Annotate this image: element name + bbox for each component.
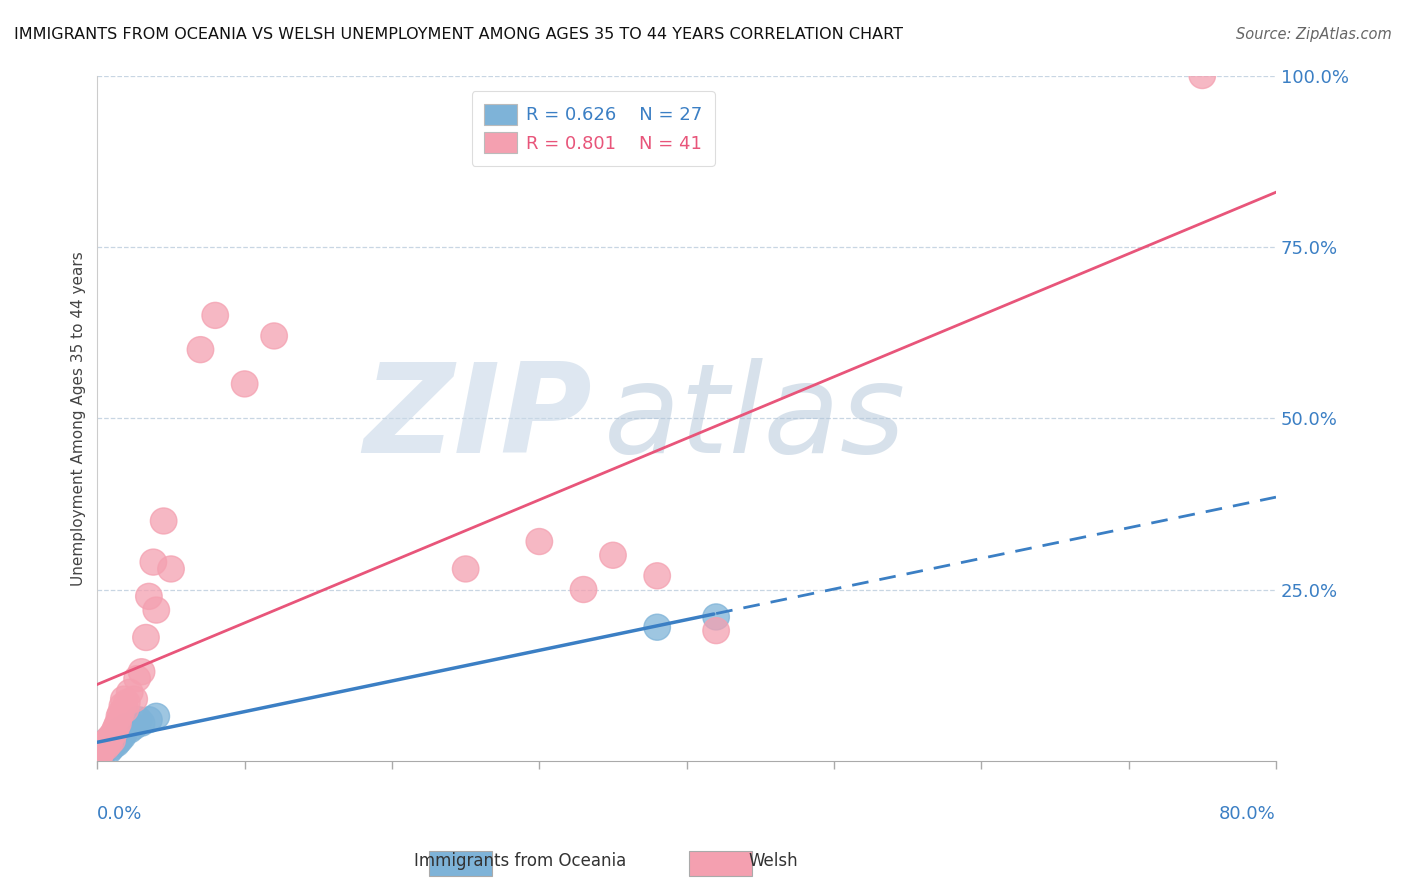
Text: IMMIGRANTS FROM OCEANIA VS WELSH UNEMPLOYMENT AMONG AGES 35 TO 44 YEARS CORRELAT: IMMIGRANTS FROM OCEANIA VS WELSH UNEMPLO…	[14, 27, 903, 42]
Ellipse shape	[644, 615, 671, 640]
Ellipse shape	[232, 371, 257, 397]
Ellipse shape	[112, 697, 139, 723]
Ellipse shape	[91, 731, 118, 756]
Ellipse shape	[101, 717, 128, 743]
Ellipse shape	[111, 721, 138, 747]
Ellipse shape	[128, 658, 155, 685]
Ellipse shape	[111, 686, 138, 712]
Text: 80.0%: 80.0%	[1219, 805, 1277, 823]
Ellipse shape	[104, 721, 131, 747]
Ellipse shape	[644, 563, 671, 589]
Ellipse shape	[117, 717, 143, 743]
Ellipse shape	[100, 721, 127, 747]
Ellipse shape	[526, 529, 553, 555]
Ellipse shape	[125, 706, 152, 732]
Ellipse shape	[121, 686, 148, 712]
Ellipse shape	[87, 741, 114, 767]
Ellipse shape	[157, 556, 184, 582]
Y-axis label: Unemployment Among Ages 35 to 44 years: Unemployment Among Ages 35 to 44 years	[72, 251, 86, 585]
Ellipse shape	[93, 734, 120, 760]
Ellipse shape	[100, 727, 127, 754]
Ellipse shape	[124, 665, 150, 691]
Ellipse shape	[135, 583, 162, 609]
Ellipse shape	[86, 741, 112, 767]
Ellipse shape	[101, 723, 128, 750]
Ellipse shape	[108, 717, 134, 743]
Ellipse shape	[135, 706, 162, 732]
Ellipse shape	[132, 624, 159, 650]
Text: Immigrants from Oceania: Immigrants from Oceania	[415, 852, 626, 870]
Ellipse shape	[107, 703, 132, 730]
Ellipse shape	[114, 690, 141, 715]
Ellipse shape	[103, 714, 129, 739]
Text: ZIP: ZIP	[364, 358, 592, 479]
Ellipse shape	[87, 738, 114, 764]
Ellipse shape	[96, 738, 122, 764]
Ellipse shape	[114, 714, 141, 739]
Ellipse shape	[90, 734, 117, 760]
Ellipse shape	[1189, 62, 1216, 88]
Ellipse shape	[110, 723, 135, 750]
Ellipse shape	[103, 731, 129, 756]
Ellipse shape	[600, 542, 626, 568]
Ellipse shape	[107, 727, 132, 754]
Ellipse shape	[93, 736, 120, 762]
Ellipse shape	[89, 738, 115, 764]
Ellipse shape	[150, 508, 177, 534]
Ellipse shape	[108, 700, 134, 726]
Ellipse shape	[97, 731, 124, 756]
Ellipse shape	[89, 742, 115, 768]
Ellipse shape	[94, 727, 121, 754]
Ellipse shape	[703, 604, 730, 630]
Ellipse shape	[143, 597, 170, 624]
Text: Welsh: Welsh	[748, 852, 799, 870]
Ellipse shape	[571, 576, 596, 602]
Ellipse shape	[86, 745, 112, 771]
Ellipse shape	[98, 734, 125, 760]
Ellipse shape	[94, 727, 121, 754]
Ellipse shape	[262, 323, 287, 349]
Ellipse shape	[141, 549, 166, 575]
Ellipse shape	[98, 727, 125, 754]
Text: 0.0%: 0.0%	[97, 805, 143, 823]
Ellipse shape	[91, 731, 118, 756]
Ellipse shape	[453, 556, 479, 582]
Ellipse shape	[703, 617, 730, 644]
Ellipse shape	[128, 710, 155, 736]
Ellipse shape	[202, 302, 228, 328]
Ellipse shape	[90, 734, 117, 760]
Ellipse shape	[143, 703, 170, 730]
Ellipse shape	[104, 710, 131, 736]
Ellipse shape	[110, 693, 135, 719]
Text: Source: ZipAtlas.com: Source: ZipAtlas.com	[1236, 27, 1392, 42]
Text: atlas: atlas	[605, 358, 907, 479]
Ellipse shape	[97, 723, 124, 750]
Ellipse shape	[96, 731, 122, 756]
Ellipse shape	[117, 680, 143, 706]
Legend: R = 0.626    N = 27, R = 0.801    N = 41: R = 0.626 N = 27, R = 0.801 N = 41	[472, 91, 714, 166]
Ellipse shape	[187, 336, 214, 363]
Ellipse shape	[121, 714, 148, 739]
